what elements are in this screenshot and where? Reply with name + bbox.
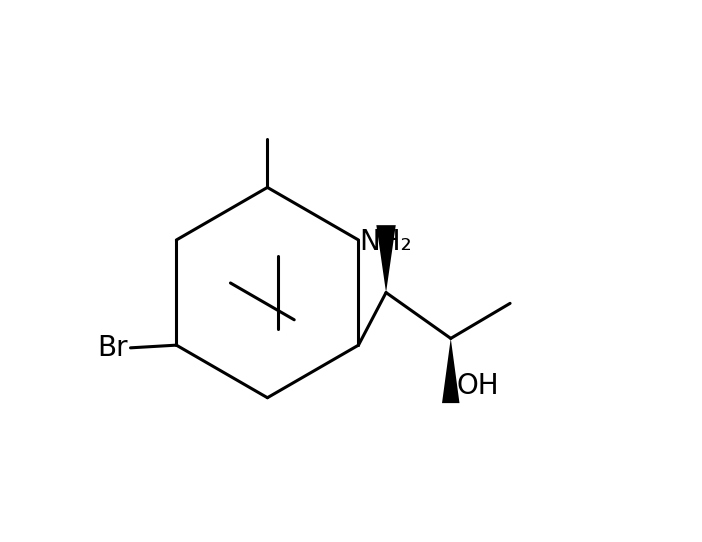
Text: NH₂: NH₂ <box>359 228 412 256</box>
Text: OH: OH <box>456 372 499 401</box>
Text: Br: Br <box>97 334 128 362</box>
Polygon shape <box>442 338 460 403</box>
Polygon shape <box>376 225 396 293</box>
